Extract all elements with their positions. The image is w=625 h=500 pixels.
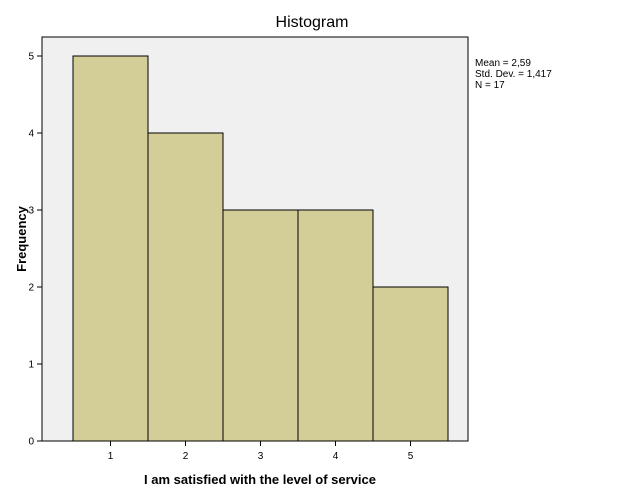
x-axis-label: I am satisfied with the level of service [144,472,376,487]
y-tick-label-4: 4 [28,129,34,140]
x-tick-label-2: 2 [183,451,189,462]
axes-layer: 0 1 2 3 4 5 1 2 3 4 5 [28,52,413,463]
bar-3 [222,209,299,442]
stats-std-dev: Std. Dev. = 1,417 [475,69,552,80]
y-tick-label-5: 5 [28,52,34,63]
bar-1 [72,55,149,442]
stats-n: N = 17 [475,80,505,91]
y-tick-label-1: 1 [28,360,34,371]
y-tick-label-2: 2 [28,283,34,294]
x-tick-label-3: 3 [258,451,264,462]
bar-4 [297,209,374,442]
bars-layer [72,55,449,442]
chart-title: Histogram [276,14,349,31]
y-tick-label-0: 0 [28,437,34,448]
bar-5 [372,286,449,442]
x-tick-label-5: 5 [408,451,414,462]
stats-mean: Mean = 2,59 [475,58,531,69]
y-tick-label-3: 3 [28,206,34,217]
bar-2 [147,132,224,442]
y-axis-label: Frequency [14,205,29,272]
x-tick-label-4: 4 [333,451,339,462]
x-tick-label-1: 1 [108,451,114,462]
